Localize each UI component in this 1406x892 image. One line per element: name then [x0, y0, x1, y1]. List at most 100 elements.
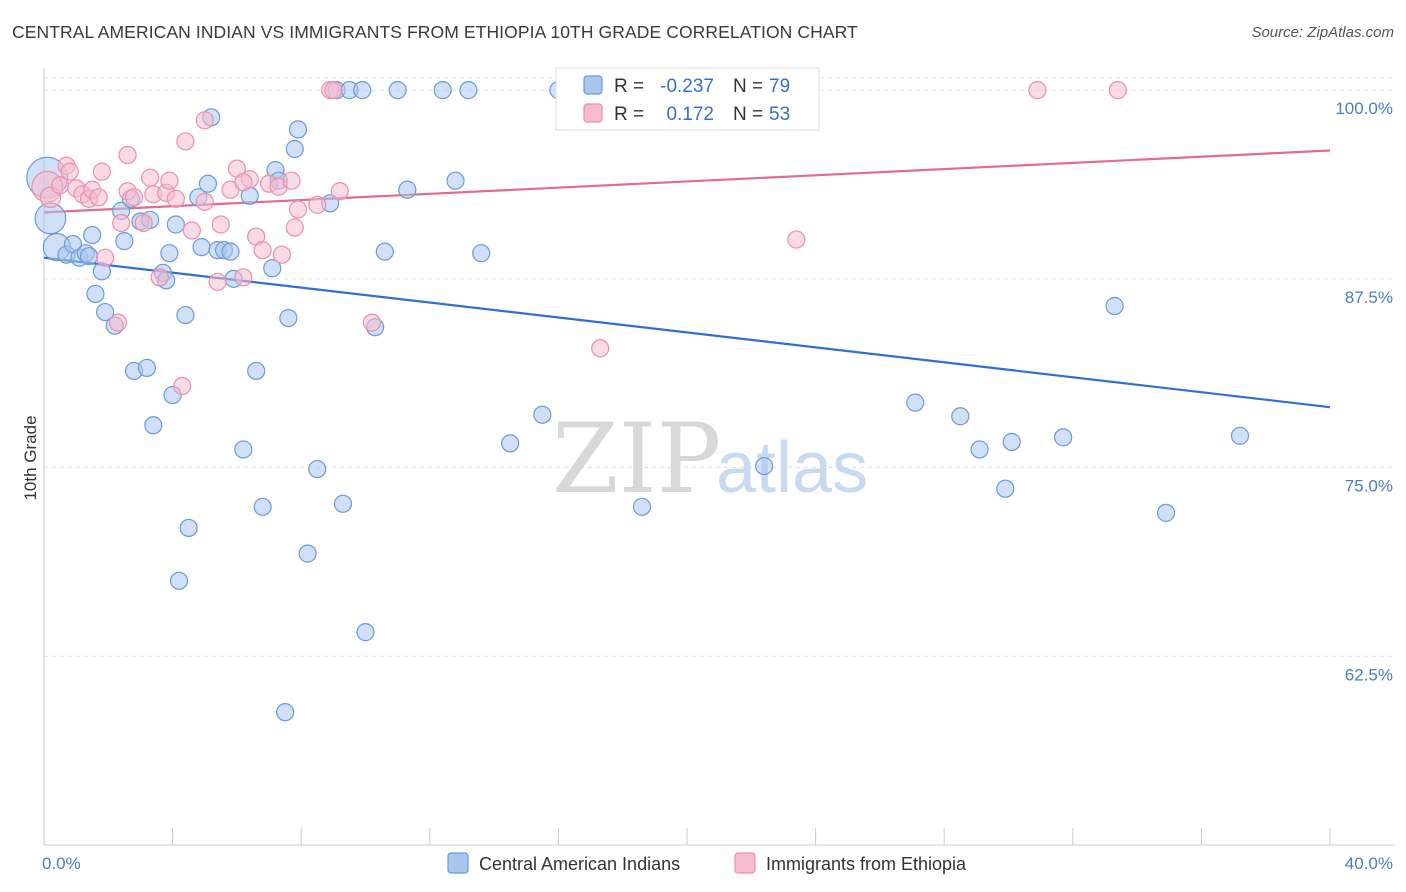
point-blue-43 [285, 139, 304, 159]
y-tick-label-2: 87.5% [1345, 288, 1393, 307]
point-blue-34 [234, 440, 253, 459]
point-blue-28 [192, 238, 211, 257]
point-blue-69 [1002, 432, 1021, 451]
legend-n-value-pink: 53 [769, 104, 790, 125]
point-blue-46 [308, 459, 327, 479]
point-pink-48 [787, 230, 806, 249]
point-pink-29 [211, 215, 230, 234]
source-label: Source: ZipAtlas.com [1251, 24, 1394, 41]
point-blue-67 [951, 407, 970, 426]
point-pink-16 [134, 213, 153, 233]
point-blue-68 [970, 440, 989, 459]
point-pink-35 [253, 241, 272, 260]
point-pink-52 [234, 173, 253, 192]
point-pink-4 [60, 162, 79, 181]
point-blue-25 [176, 305, 195, 325]
legend-r-label-pink: R = [614, 104, 644, 125]
point-blue-10 [95, 302, 115, 322]
point-blue-55 [388, 81, 407, 100]
point-pink-14 [118, 145, 137, 165]
point-blue-65 [755, 456, 774, 476]
chart-title: CENTRAL AMERICAN INDIAN VS IMMIGRANTS FR… [12, 22, 858, 42]
point-blue-45 [298, 544, 317, 563]
point-blue-36 [247, 361, 266, 381]
trendline-pink [43, 149, 1331, 214]
point-pink-24 [176, 132, 195, 151]
watermark-atlas: atlas [716, 428, 868, 508]
legend-n-label-pink: N = [733, 104, 763, 125]
point-pink-47 [591, 339, 610, 358]
point-pink-44 [324, 81, 343, 100]
legend-r-value-blue: -0.237 [660, 76, 714, 97]
data-points [26, 81, 1250, 722]
point-pink-10 [92, 162, 111, 181]
point-blue-23 [166, 215, 185, 234]
point-blue-76 [160, 244, 179, 263]
point-pink-32 [234, 268, 253, 287]
point-blue-60 [472, 244, 491, 263]
bottom-legend-label-pink: Immigrants from Ethiopia [766, 854, 967, 874]
point-blue-56 [398, 180, 417, 199]
point-blue-71 [1054, 428, 1073, 447]
legend-n-value-blue: 79 [769, 76, 790, 97]
point-pink-50 [1108, 81, 1127, 100]
point-pink-19 [150, 268, 169, 287]
point-blue-7 [83, 225, 102, 245]
point-blue-49 [333, 494, 353, 513]
point-pink-42 [308, 195, 327, 214]
x-tick-label-min: 0.0% [42, 854, 81, 873]
point-pink-22 [166, 189, 185, 208]
point-blue-17 [137, 358, 156, 378]
point-blue-13 [115, 231, 134, 251]
y-tick-label-3: 100.0% [1335, 99, 1393, 118]
point-pink-12 [108, 313, 128, 332]
point-blue-19 [144, 416, 163, 435]
legend-r-label-blue: R = [614, 76, 644, 97]
point-pink-26 [195, 192, 214, 211]
y-tick-labels: 62.5% 75.0% 87.5% 100.0% [1335, 99, 1393, 684]
stats-legend: R = -0.237 N = 79 R = 0.172 N = 53 [555, 67, 820, 131]
y-tick-label-1: 75.0% [1345, 477, 1393, 496]
point-blue-74 [1230, 426, 1250, 445]
point-blue-26 [179, 518, 198, 538]
point-pink-45 [330, 182, 349, 201]
point-blue-72 [1105, 296, 1124, 316]
point-pink-21 [160, 171, 179, 190]
series-legend: Central American Indians Immigrants from… [447, 852, 967, 874]
point-blue-42 [279, 308, 298, 328]
x-tick-label-max: 40.0% [1345, 854, 1393, 873]
point-pink-40 [285, 218, 304, 237]
point-blue-70 [996, 479, 1015, 498]
legend-swatch-pink [583, 103, 603, 123]
point-blue-62 [533, 405, 552, 424]
point-blue-37 [253, 497, 272, 516]
point-blue-54 [375, 242, 394, 261]
bottom-legend-label-blue: Central American Indians [479, 854, 680, 874]
y-axis-label: 10th Grade [21, 415, 40, 500]
trendline-blue [43, 256, 1331, 409]
point-blue-73 [1156, 503, 1176, 522]
point-blue-57 [433, 81, 452, 100]
point-pink-23 [173, 376, 192, 396]
point-pink-28 [208, 272, 227, 291]
bottom-legend-swatch-blue [447, 852, 469, 874]
point-pink-38 [272, 245, 292, 264]
point-pink-15 [124, 188, 144, 207]
point-pink-17 [140, 168, 160, 187]
point-blue-8 [86, 284, 105, 304]
watermark-zip: ZIP [552, 403, 721, 515]
point-blue-58 [446, 171, 465, 190]
legend-r-value-pink: 0.172 [666, 104, 714, 125]
point-blue-61 [501, 434, 520, 453]
point-pink-49 [1028, 81, 1047, 100]
point-pink-9 [89, 188, 108, 207]
bottom-legend-swatch-pink [734, 852, 756, 874]
point-blue-64 [632, 497, 652, 516]
point-pink-51 [112, 213, 131, 233]
grid-lines [44, 77, 1394, 657]
legend-swatch-blue [583, 75, 603, 95]
point-pink-41 [288, 200, 308, 219]
point-pink-46 [362, 313, 382, 332]
point-blue-38 [263, 259, 282, 278]
